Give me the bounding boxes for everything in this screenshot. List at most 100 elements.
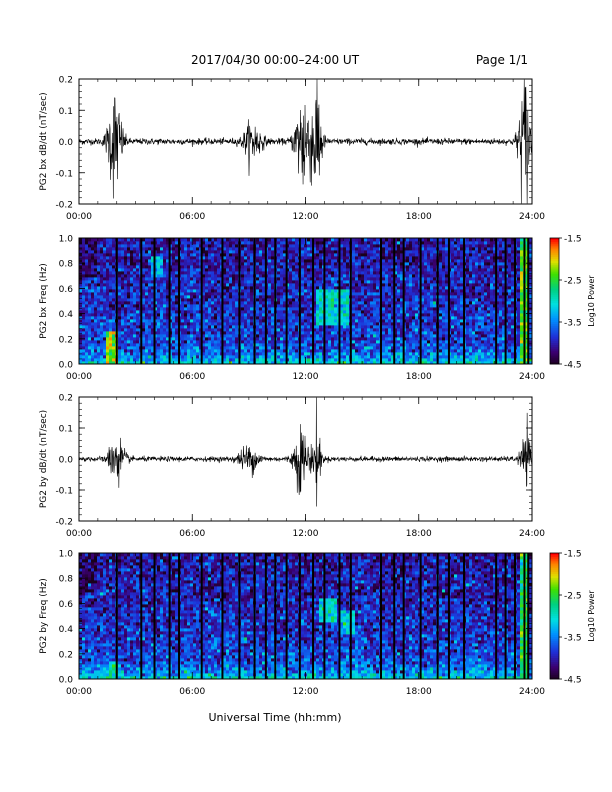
spectrogram-cell	[130, 259, 134, 263]
spectrogram-cell	[430, 283, 434, 287]
spectrogram-cell	[430, 295, 434, 299]
spectrogram-cell	[184, 277, 188, 281]
spectrogram-cell	[85, 316, 89, 320]
spectrogram-cell	[391, 334, 395, 338]
spectrogram-cell	[193, 247, 197, 251]
spectrogram-cell	[286, 256, 290, 260]
spectrogram-cell	[427, 328, 431, 332]
spectrogram-cell	[415, 358, 419, 362]
spectrogram-cell	[397, 304, 401, 308]
spectrogram-cell	[148, 349, 152, 353]
spectrogram-cell	[100, 319, 104, 323]
spectrogram-cell	[331, 250, 335, 254]
spectrogram-cell	[205, 265, 209, 269]
spectrogram-cell	[172, 238, 176, 242]
spectrogram-cell	[184, 355, 188, 359]
spectrogram-cell	[271, 325, 275, 329]
spectrogram-cell	[202, 295, 206, 299]
spectrogram-cell	[121, 277, 125, 281]
spectrogram-cell	[373, 349, 377, 353]
spectrogram-cell	[415, 265, 419, 269]
spectrogram-cell	[307, 346, 311, 350]
spectrogram-cell	[325, 301, 329, 305]
spectrogram-cell	[415, 262, 419, 266]
spectrogram-cell	[103, 256, 107, 260]
spectrogram-cell	[385, 304, 389, 308]
spectrogram-cell	[229, 352, 233, 356]
spectrogram-cell	[328, 319, 332, 323]
spectrogram-cell	[403, 265, 407, 269]
spectrogram-cell	[184, 349, 188, 353]
spectrogram-cell	[166, 238, 170, 242]
spectrogram-cell	[196, 325, 200, 329]
spectrogram-cell	[163, 250, 167, 254]
spectrogram-cell	[151, 241, 155, 245]
spectrogram-cell	[181, 310, 185, 314]
spectrogram-cell	[79, 286, 83, 290]
spectrogram-cell	[223, 310, 227, 314]
spectrogram-cell	[307, 334, 311, 338]
spectrogram-cell	[166, 277, 170, 281]
spectrogram-cell	[190, 244, 194, 248]
spectrogram-cell	[340, 337, 344, 341]
spectrogram-cell	[304, 247, 308, 251]
spectrogram-cell	[316, 262, 320, 266]
spectrogram-cell	[217, 292, 221, 296]
spectrogram-cell	[106, 340, 110, 344]
spectrogram-cell	[184, 262, 188, 266]
spectrogram-cell	[94, 331, 98, 335]
spectrogram-cell	[187, 274, 191, 278]
spectrogram-cell	[430, 355, 434, 359]
spectrogram-cell	[391, 268, 395, 272]
spectrogram-cell	[136, 286, 140, 290]
spectrogram-cell	[175, 340, 179, 344]
spectrogram-cell	[430, 289, 434, 293]
spectrogram-cell	[355, 322, 359, 326]
spectrogram-cell	[421, 322, 425, 326]
spectrogram-cell	[214, 325, 218, 329]
spectrogram-cell	[214, 304, 218, 308]
spectrogram-cell	[355, 301, 359, 305]
spectrogram-cell	[295, 280, 299, 284]
spectrogram-cell	[94, 310, 98, 314]
spectrogram-cell	[136, 313, 140, 317]
spectrogram-cell	[391, 355, 395, 359]
spectrogram-cell	[346, 322, 350, 326]
spectrogram-cell	[286, 319, 290, 323]
spectrogram-cell	[271, 259, 275, 263]
spectrogram-cell	[316, 241, 320, 245]
spectrogram-cell	[427, 268, 431, 272]
spectrogram-cell	[391, 283, 395, 287]
spectrogram-cell	[205, 325, 209, 329]
spectrogram-cell	[106, 277, 110, 281]
spectrogram-cell	[268, 301, 272, 305]
spectrogram-cell	[94, 325, 98, 329]
spectrogram-cell	[304, 271, 308, 275]
spectrogram-cell	[229, 358, 233, 362]
spectrogram-cell	[331, 319, 335, 323]
spectrogram-cell	[229, 280, 233, 284]
spectrogram-cell	[232, 352, 236, 356]
spectrogram-cell	[334, 316, 338, 320]
spectrogram-cell	[403, 337, 407, 341]
spectrogram-cell	[376, 316, 380, 320]
spectrogram-cell	[148, 319, 152, 323]
spectrogram-cell	[268, 331, 272, 335]
spectrogram-cell	[154, 313, 158, 317]
spectrogram-cell	[364, 304, 368, 308]
spectrogram-cell	[364, 268, 368, 272]
spectrogram-cell	[325, 343, 329, 347]
spectrogram-cell	[331, 292, 335, 296]
spectrogram-cell	[208, 259, 212, 263]
spectrogram-cell	[334, 286, 338, 290]
spectrogram-cell	[355, 346, 359, 350]
spectrogram-cell	[202, 250, 206, 254]
spectrogram-cell	[232, 361, 236, 365]
dbdt-trace	[78, 79, 533, 204]
spectrogram-cell	[106, 343, 110, 347]
spectrogram-cell	[109, 271, 113, 275]
spectrogram-cell	[202, 301, 206, 305]
spectrogram-cell	[364, 286, 368, 290]
spectrogram-cell	[406, 241, 410, 245]
spectrogram-cell	[187, 334, 191, 338]
